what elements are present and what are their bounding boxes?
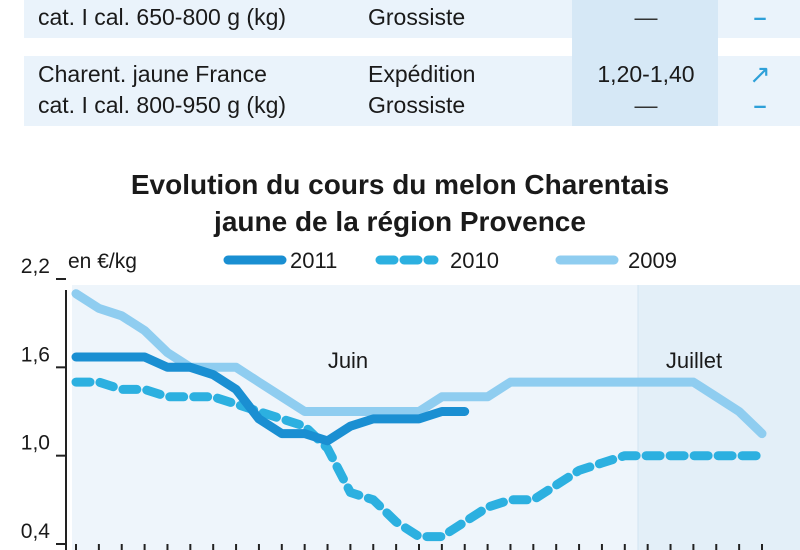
price-cell: —	[634, 92, 658, 118]
chart-title: Evolution du cours du melon Charentais j…	[0, 166, 800, 240]
market-cell: Grossiste	[368, 92, 466, 118]
price-column-band	[572, 0, 718, 126]
legend-label: 2010	[450, 248, 499, 273]
market-cell: Grossiste	[368, 4, 466, 30]
price-cell: 1,20-1,40	[597, 61, 695, 87]
price-table: cat. I cal. 650-800 g (kg) Grossiste Cha…	[24, 0, 800, 128]
chart-title-line: Evolution du cours du melon Charentais	[130, 169, 670, 200]
product-cell: cat. I cal. 650-800 g (kg)	[38, 4, 287, 30]
y-tick-label: 1,6	[21, 343, 50, 366]
market-cell: Expédition	[368, 61, 476, 87]
legend-label: 2009	[628, 248, 677, 273]
series-line-2011	[71, 352, 470, 446]
y-axis-label: en €/kg	[68, 250, 137, 273]
y-tick-label: 0,4	[21, 520, 51, 543]
series-line-2010	[71, 377, 767, 542]
period-label: Juillet	[666, 348, 722, 373]
month-band-july	[638, 285, 800, 550]
trend-flat-icon: –	[753, 4, 767, 30]
period-label: Juin	[328, 348, 368, 373]
y-tick-label: 2,2	[21, 255, 50, 278]
product-cell: cat. I cal. 800-950 g (kg)	[38, 92, 287, 118]
trend-flat-icon: –	[753, 92, 767, 118]
price-cell: —	[634, 4, 658, 30]
chart-title-line: jaune de la région Provence	[214, 206, 586, 237]
product-cell: Charent. jaune France	[38, 61, 267, 87]
month-band-june	[72, 285, 640, 550]
trend-up-icon: ↗	[749, 59, 771, 89]
y-tick-label: 1,0	[21, 432, 50, 455]
legend-label: 2011	[290, 248, 337, 273]
